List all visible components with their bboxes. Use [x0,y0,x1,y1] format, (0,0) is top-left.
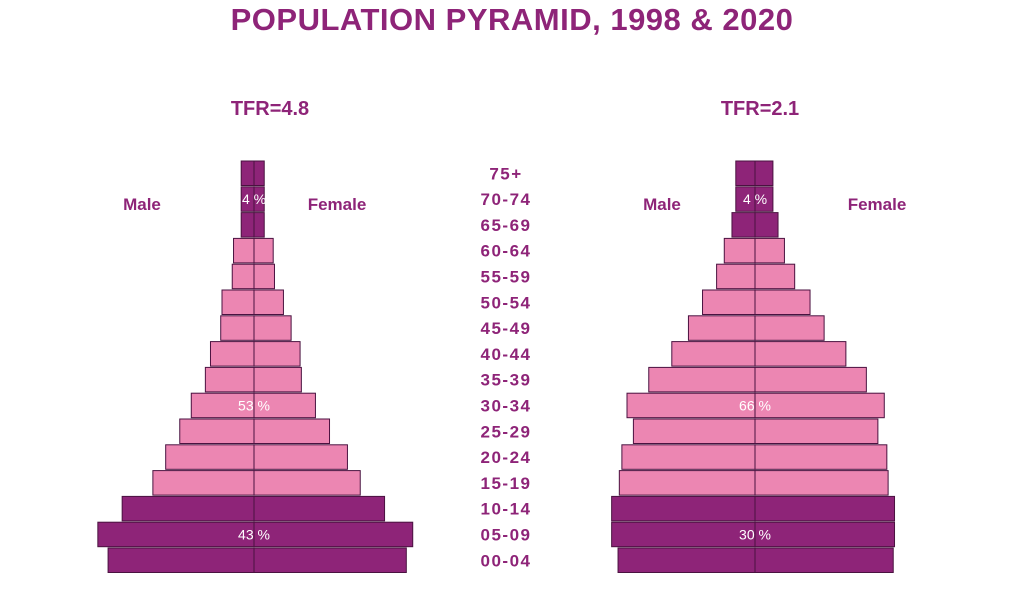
age-label-20-24: 20-24 [481,448,532,467]
male-bar-50-54 [221,289,255,315]
male-bar-15-19 [152,470,255,496]
female-bar-50-54 [253,289,284,315]
male-bar-65-69 [240,212,255,238]
pyramid-1998: TFR=4.8 Male Female 4 % 53 % 43 % [97,98,414,573]
female-bar-00-04 [754,547,894,573]
male-bar-45-49 [220,315,255,341]
male-bar-50-54 [702,289,756,315]
female-bar-40-44 [754,341,847,367]
female-bar-70-74 [754,186,774,212]
male-bar-05-09 [97,521,255,548]
female-bar-20-24 [754,444,888,470]
group-share-label: 66 % [739,397,771,413]
male-bar-25-29 [179,418,255,444]
age-label-70-74: 70-74 [481,190,532,209]
female-bar-40-44 [253,341,301,367]
female-bar-75plus [754,160,774,186]
pyramid-2020-female-label: Female [848,195,907,214]
male-bar-15-19 [618,470,756,496]
female-bar-00-04 [253,547,407,573]
female-bar-35-39 [253,366,302,393]
female-bar-75plus [253,160,265,186]
female-bar-10-14 [253,495,386,522]
age-label-05-09: 05-09 [481,525,532,544]
male-bar-65-69 [731,212,756,238]
group-share-label: 43 % [238,526,270,542]
pyramid-2020-subtitle: TFR=2.1 [721,98,799,120]
female-bar-65-69 [253,212,265,238]
age-label-10-14: 10-14 [481,500,532,519]
female-bar-45-49 [754,315,825,341]
male-bar-55-59 [716,263,756,290]
male-bar-75plus [735,160,756,186]
age-label-50-54: 50-54 [481,293,532,312]
age-label-25-29: 25-29 [481,422,532,441]
male-bar-35-39 [204,366,255,393]
female-bar-30-34 [754,392,885,419]
age-label-30-34: 30-34 [481,396,532,415]
male-bar-40-44 [209,341,255,367]
male-bar-60-64 [233,237,255,264]
age-label-75plus: 75+ [489,164,522,183]
age-label-35-39: 35-39 [481,371,532,390]
female-bar-50-54 [754,289,811,315]
group-share-label: 4 % [743,191,767,207]
female-bar-35-39 [754,366,867,393]
pyramid-2020-bars: 4 % 66 % 30 % [611,160,896,573]
male-bar-05-09 [611,521,756,548]
female-bar-70-74 [253,186,265,212]
female-bar-45-49 [253,315,292,341]
male-bar-30-34 [626,392,756,419]
male-bar-20-24 [165,444,255,470]
female-bar-25-29 [754,418,879,444]
female-bar-30-34 [253,392,316,419]
age-group-labels: 75+ 70-74 65-69 60-64 55-59 50-54 45-49 40-44 35… [481,164,532,570]
chart-title: POPULATION PYRAMID, 1998 & 2020 [230,2,794,37]
pyramid-2020: TFR=2.1 Male Female 4 % 66 % 30 % [611,98,907,573]
female-bar-55-59 [253,263,275,290]
female-bar-05-09 [754,521,896,548]
group-share-label: 53 % [238,397,270,413]
age-label-40-44: 40-44 [481,345,532,364]
age-label-60-64: 60-64 [481,242,532,261]
female-bar-60-64 [253,237,274,264]
male-bar-60-64 [723,237,756,264]
male-bar-00-04 [107,547,255,573]
male-bar-25-29 [632,418,756,444]
male-bar-20-24 [621,444,756,470]
male-bar-10-14 [121,495,255,522]
age-label-15-19: 15-19 [481,474,532,493]
female-bar-65-69 [754,212,779,238]
pyramid-1998-female-label: Female [308,195,367,214]
male-bar-10-14 [611,495,756,522]
male-bar-00-04 [617,547,756,573]
age-label-00-04: 00-04 [481,551,532,570]
male-bar-75plus [240,160,255,186]
male-bar-55-59 [231,263,255,290]
female-bar-15-19 [253,470,361,496]
pyramid-1998-bars: 4 % 53 % 43 % [97,160,414,573]
male-bar-45-49 [687,315,756,341]
pyramid-2020-male-label: Male [643,195,681,214]
age-label-65-69: 65-69 [481,216,532,235]
female-bar-55-59 [754,263,796,290]
pyramid-1998-male-label: Male [123,195,161,214]
female-bar-25-29 [253,418,331,444]
female-bar-10-14 [754,495,896,522]
male-bar-40-44 [671,341,756,367]
age-label-55-59: 55-59 [481,267,532,286]
female-bar-15-19 [754,470,889,496]
age-label-45-49: 45-49 [481,319,532,338]
female-bar-20-24 [253,444,348,470]
group-share-label: 4 % [242,191,266,207]
male-bar-35-39 [648,366,756,393]
pyramid-1998-subtitle: TFR=4.8 [231,98,309,120]
female-bar-60-64 [754,237,785,264]
group-share-label: 30 % [739,526,771,542]
female-bar-05-09 [253,521,414,548]
